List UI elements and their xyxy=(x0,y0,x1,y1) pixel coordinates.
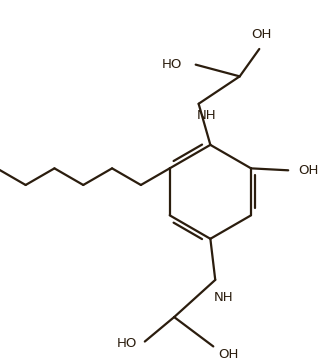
Text: OH: OH xyxy=(251,28,272,41)
Text: NH: NH xyxy=(213,291,233,304)
Text: HO: HO xyxy=(161,58,182,71)
Text: HO: HO xyxy=(117,337,137,350)
Text: NH: NH xyxy=(197,109,216,122)
Text: OH: OH xyxy=(298,164,318,177)
Text: OH: OH xyxy=(218,348,239,361)
